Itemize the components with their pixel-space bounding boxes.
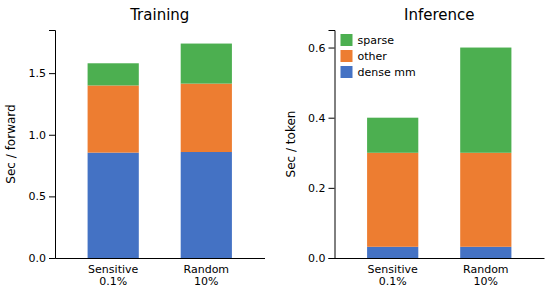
tick-label: 1.0: [29, 129, 47, 142]
tick-mark: [49, 258, 55, 259]
tick-label-line: Sensitive: [368, 263, 418, 276]
bar-segment: [88, 85, 139, 152]
axis-line: [49, 31, 56, 259]
legend-swatch: [341, 50, 353, 62]
bar-series: [88, 84, 232, 153]
tick-mark: [329, 188, 335, 189]
tick-label: Random10%: [184, 263, 230, 289]
tick: 0.6: [308, 42, 335, 55]
y-axis: 0.0 0.5 1.0 1.5: [29, 31, 56, 266]
tick: 0.0: [308, 252, 335, 265]
tick-label: 0.6: [308, 42, 326, 55]
bar-series: [367, 247, 511, 258]
legend: sparse other dense mm: [341, 34, 416, 79]
tick: 1.0: [29, 129, 56, 142]
x-axis: Sensitive0.1% Random10%: [335, 259, 545, 289]
tick: 1.5: [29, 67, 56, 80]
tick-label: 0.4: [308, 112, 326, 125]
tick-label-line: 10%: [474, 275, 498, 288]
chart: 0.00.51.01.5Sensitive0.1%Random10%Traini…: [0, 0, 554, 300]
legend-item: other: [341, 50, 388, 63]
title: Inference: [404, 6, 475, 24]
legend-item: sparse: [341, 34, 395, 47]
legend-swatch: [341, 34, 353, 46]
panel: 0.0 0.2 0.4 0.6 Sensitive0.1% Random10% Infere…: [284, 6, 545, 288]
tick: Sensitive0.1%: [88, 263, 138, 289]
bar-series: [88, 44, 232, 86]
tick-label: 0.0: [29, 252, 47, 265]
tick: 0.5: [29, 190, 56, 203]
tick: 0.2: [308, 182, 335, 195]
y-axis: 0.0 0.2 0.4 0.6: [308, 31, 335, 266]
bar-segment: [88, 63, 139, 85]
y-axis-label: Sec / forward: [4, 104, 18, 183]
legend-label: dense mm: [358, 66, 416, 79]
tick-label: Random10%: [463, 263, 509, 289]
legend-label: other: [358, 50, 388, 63]
legend-item: dense mm: [341, 66, 416, 79]
bars: [88, 44, 232, 258]
tick: 0.0: [29, 252, 56, 265]
tick-label: 0.0: [308, 252, 326, 265]
bar-series: [367, 153, 511, 247]
bar-segment: [460, 153, 511, 247]
bar-segment: [181, 44, 232, 84]
tick-label-line: Sensitive: [88, 263, 138, 276]
bar-segment: [460, 247, 511, 258]
tick-mark: [329, 118, 335, 119]
bar-series: [367, 48, 511, 153]
tick-label: Sensitive0.1%: [368, 263, 418, 289]
axis-line: [329, 31, 336, 259]
bars: [367, 48, 511, 258]
bar-segment: [460, 48, 511, 153]
axis-line: [56, 258, 266, 259]
bar-segment: [367, 153, 418, 247]
tick-mark: [329, 258, 335, 259]
axis-line: [335, 258, 545, 259]
tick-label-line: 0.1%: [379, 275, 407, 288]
tick: Sensitive0.1%: [368, 263, 418, 289]
bar-series: [88, 152, 232, 258]
tick-label: 0.2: [308, 182, 326, 195]
tick: Random10%: [184, 263, 230, 289]
tick-label: 0.5: [29, 190, 47, 203]
tick-mark: [49, 73, 55, 74]
tick-label-line: 0.1%: [99, 275, 127, 288]
tick: 0.4: [308, 112, 335, 125]
bar-segment: [181, 152, 232, 258]
bar-segment: [181, 84, 232, 152]
legend-swatch: [341, 66, 353, 78]
bar-segment: [367, 247, 418, 258]
bar-segment: [88, 153, 139, 258]
tick-label-line: Random: [463, 263, 509, 276]
tick-mark: [329, 48, 335, 49]
panel: 0.0 0.5 1.0 1.5 Sensitive0.1% Random10% Traini…: [4, 6, 265, 288]
tick: Random10%: [463, 263, 509, 289]
x-axis: Sensitive0.1% Random10%: [56, 259, 266, 289]
tick-label-line: Random: [184, 263, 230, 276]
tick-label-line: 10%: [194, 275, 218, 288]
tick-label: 1.5: [29, 67, 47, 80]
tick-label: Sensitive0.1%: [88, 263, 138, 289]
bar-segment: [367, 118, 418, 153]
title: Training: [129, 6, 189, 24]
y-axis-label: Sec / token: [284, 111, 298, 178]
tick-mark: [49, 196, 55, 197]
legend-label: sparse: [358, 34, 395, 47]
tick-mark: [49, 135, 55, 136]
